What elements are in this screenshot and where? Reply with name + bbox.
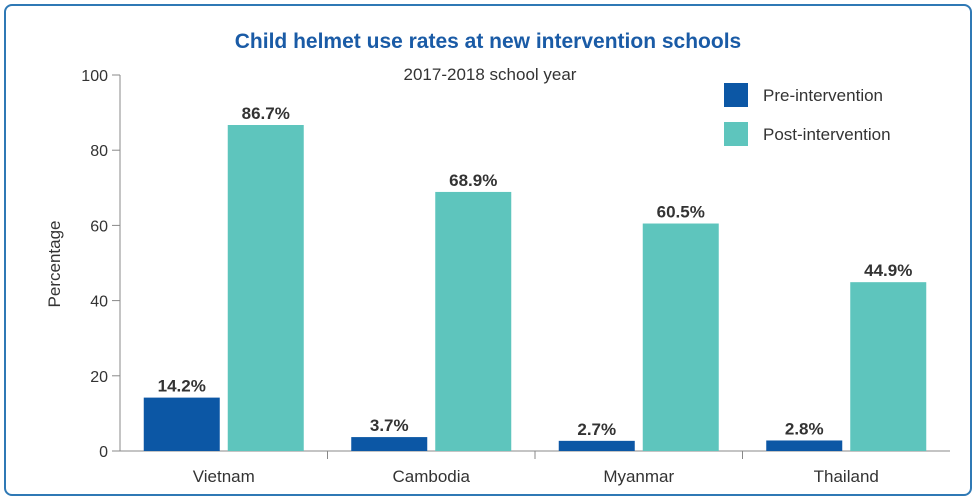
bar-post-intervention: [642, 223, 719, 451]
legend-label: Pre-intervention: [763, 86, 883, 105]
legend-swatch: [724, 83, 748, 107]
bar-pre-intervention: [766, 440, 843, 451]
x-tick-label: Myanmar: [603, 467, 674, 486]
bar-post-intervention: [850, 282, 927, 451]
data-label: 68.9%: [449, 171, 497, 190]
data-label: 44.9%: [864, 261, 912, 280]
data-label: 3.7%: [370, 416, 409, 435]
data-label: 2.8%: [785, 419, 824, 438]
legend-swatch: [724, 122, 748, 146]
y-tick-label: 80: [90, 143, 108, 160]
x-tick-label: Thailand: [814, 467, 879, 486]
chart-subtitle: 2017-2018 school year: [404, 65, 577, 84]
bars-group: Vietnam 14.2% 86.7% Cambodia 3.7% 68.9% Myanma…: [143, 104, 927, 486]
data-label: 60.5%: [657, 203, 705, 222]
y-tick-label: 20: [90, 369, 108, 386]
bar-pre-intervention: [351, 437, 428, 451]
legend-label: Post-intervention: [763, 125, 891, 144]
legend: Pre-intervention Post-intervention: [724, 83, 891, 146]
data-label: 86.7%: [242, 104, 290, 123]
y-axis-label: Percentage: [45, 221, 64, 308]
x-tick-label: Cambodia: [393, 467, 471, 486]
chart-title: Child helmet use rates at new interventi…: [235, 30, 741, 53]
data-label: 2.7%: [577, 420, 616, 439]
y-tick-label: 60: [90, 218, 108, 235]
bar-pre-intervention: [143, 397, 220, 451]
x-axis: [120, 450, 950, 459]
y-tick-label: 0: [99, 444, 108, 461]
data-label: 14.2%: [158, 377, 206, 396]
bar-pre-intervention: [558, 440, 635, 451]
y-tick-label: 100: [81, 68, 108, 85]
bar-post-intervention: [435, 191, 512, 451]
x-tick-label: Vietnam: [193, 467, 255, 486]
y-tick-label: 40: [90, 294, 108, 311]
bar-post-intervention: [227, 125, 304, 452]
y-axis: 0 20 40 60 80 100: [81, 68, 121, 461]
